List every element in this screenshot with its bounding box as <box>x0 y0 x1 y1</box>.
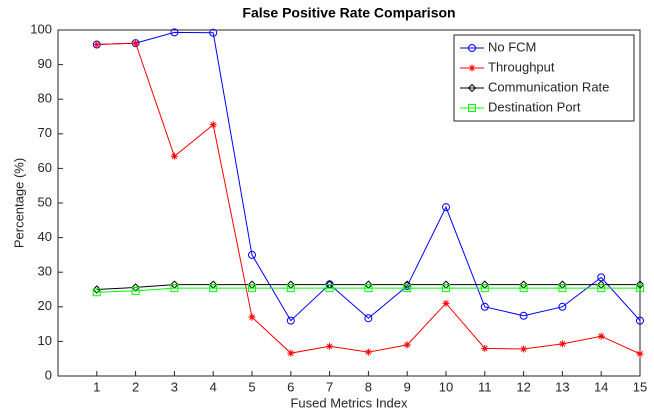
data-point <box>209 28 218 37</box>
y-tick-label: 80 <box>38 91 52 106</box>
legend-box <box>453 34 635 122</box>
chart-title: False Positive Rate Comparison <box>242 5 455 21</box>
data-point <box>442 284 450 293</box>
data-point <box>248 284 256 293</box>
data-point <box>636 284 644 293</box>
x-tick-label: 14 <box>594 379 608 394</box>
x-tick-label: 1 <box>93 379 100 394</box>
data-point <box>248 313 256 321</box>
y-axis-label: Percentage (%) <box>11 158 26 248</box>
x-tick-label: 11 <box>478 379 492 394</box>
data-point <box>403 341 411 349</box>
y-tick-label: 20 <box>38 298 52 313</box>
y-tick-label: 60 <box>38 160 52 175</box>
data-point <box>131 286 140 295</box>
y-tick-label: 90 <box>38 56 52 71</box>
x-tick-label: 2 <box>132 379 139 394</box>
data-point <box>519 311 528 320</box>
data-point <box>287 349 295 357</box>
data-point <box>442 203 451 212</box>
y-tick-label: 40 <box>38 229 52 244</box>
y-tick-label: 50 <box>38 194 52 209</box>
data-point <box>170 152 178 160</box>
data-point <box>597 332 605 340</box>
y-tick-label: 70 <box>38 125 52 140</box>
data-point <box>364 348 372 356</box>
series-line <box>96 31 641 322</box>
data-point <box>597 273 606 282</box>
data-point <box>93 41 101 49</box>
x-axis-label: Fused Metrics Index <box>290 395 408 410</box>
data-point <box>558 302 567 311</box>
data-point <box>325 284 334 293</box>
data-point <box>403 284 412 293</box>
x-tick-label: 6 <box>287 379 294 394</box>
x-tick-label: 4 <box>210 379 217 394</box>
legend-marker <box>467 83 477 93</box>
legend-label: Communication Rate <box>488 79 609 94</box>
x-tick-label: 13 <box>555 379 569 394</box>
y-tick-label: 0 <box>45 367 52 382</box>
y-tick-label: 10 <box>38 333 52 348</box>
data-point <box>481 344 489 352</box>
legend-label: Throughput <box>488 59 555 74</box>
data-point <box>520 345 528 353</box>
data-point <box>209 284 218 293</box>
x-tick-label: 12 <box>516 379 530 394</box>
x-tick-label: 3 <box>171 379 178 394</box>
data-point <box>558 284 567 293</box>
x-tick-label: 10 <box>439 379 453 394</box>
data-point <box>209 121 217 129</box>
x-tick-label: 15 <box>633 379 647 394</box>
legend-marker <box>468 44 477 52</box>
y-tick-label: 30 <box>38 264 52 279</box>
data-point <box>597 284 606 293</box>
series-line <box>96 287 640 293</box>
data-point <box>558 340 566 348</box>
data-point <box>636 316 645 325</box>
data-point <box>442 299 450 307</box>
x-tick-label: 8 <box>365 379 372 394</box>
data-point <box>326 342 334 350</box>
legend-label: Destination Port <box>488 99 581 114</box>
legend-marker <box>468 104 476 112</box>
x-tick-label: 9 <box>404 379 411 394</box>
x-tick-label: 5 <box>248 379 255 394</box>
data-point <box>170 28 179 37</box>
data-point <box>480 284 489 293</box>
legend-marker <box>468 64 476 72</box>
x-tick-label: 7 <box>326 379 333 394</box>
data-point <box>170 284 179 293</box>
data-point <box>286 284 295 293</box>
data-point <box>636 350 644 358</box>
data-point <box>364 314 373 323</box>
data-point <box>132 39 140 47</box>
data-point <box>519 284 528 293</box>
y-tick-label: 100 <box>30 21 52 36</box>
data-point <box>480 302 489 311</box>
data-point <box>248 250 257 259</box>
data-point <box>286 316 295 325</box>
data-point <box>92 288 101 297</box>
legend-label: No FCM <box>488 39 536 54</box>
data-point <box>364 284 373 293</box>
